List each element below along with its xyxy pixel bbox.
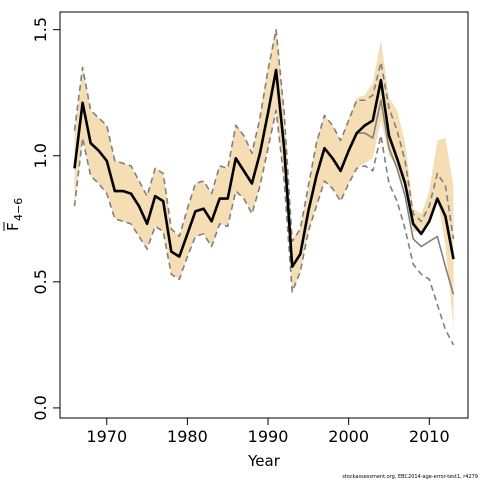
x-tick-label-1980: 1980 xyxy=(167,427,208,446)
plot-frame xyxy=(59,11,469,419)
y-tick-label-2: 1.0 xyxy=(31,143,50,168)
x-axis-label: Year xyxy=(247,452,281,470)
y-axis: 0.0 0.5 1.0 1.5 xyxy=(31,17,60,421)
confidence-band-layer xyxy=(74,27,454,328)
x-tick-label-2000: 2000 xyxy=(328,427,369,446)
x-tick-label-2010: 2010 xyxy=(409,427,450,446)
confidence-band xyxy=(74,27,454,328)
y-axis-label-subscript: 4−6 xyxy=(12,198,25,221)
y-axis-label: F 4−6 xyxy=(3,198,25,231)
series-line-estimate xyxy=(73,68,455,269)
series-line-ci-upper xyxy=(73,28,455,243)
x-tick-label-1990: 1990 xyxy=(248,427,289,446)
y-axis-label-main: F xyxy=(4,222,22,231)
y-tick-label-0: 0.0 xyxy=(31,395,50,420)
y-tick-label-1: 0.5 xyxy=(31,269,50,294)
footnote: stockassessment.org, EBC2014-age-error-t… xyxy=(342,474,478,480)
series-line-alt-estimate xyxy=(347,99,455,295)
series-line-ci-lower xyxy=(73,109,455,346)
y-tick-label-3: 1.5 xyxy=(31,17,50,42)
x-axis: 1970 1980 1990 2000 2010 xyxy=(86,418,450,446)
series-lines-layer xyxy=(73,28,455,346)
x-tick-label-1970: 1970 xyxy=(86,427,127,446)
